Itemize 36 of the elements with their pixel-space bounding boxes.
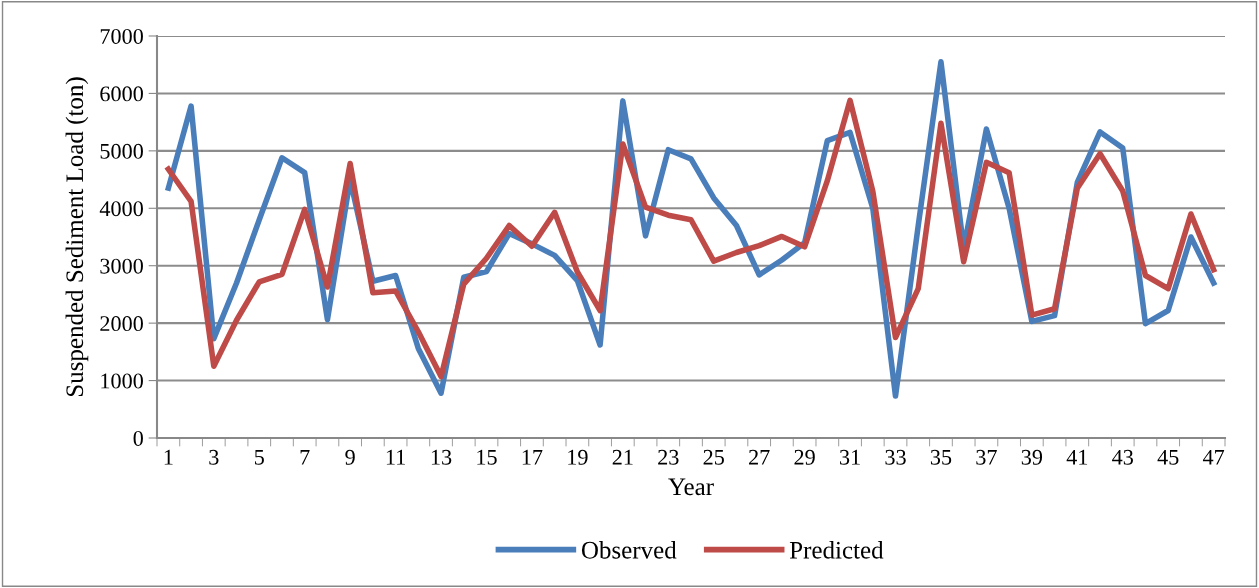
x-tick-label: 27 (749, 449, 770, 465)
x-tick-label: 11 (386, 449, 405, 465)
x-tick-label: 15 (477, 449, 497, 465)
x-tick-label: 47 (1202, 449, 1225, 465)
x-tick-label: 45 (1157, 449, 1179, 465)
x-tick-label: 39 (1021, 449, 1043, 465)
y-tick-label: 4000 (99, 201, 143, 217)
x-tick-label: 23 (658, 449, 679, 465)
x-tick-label: 37 (976, 449, 997, 465)
y-tick-label: 6000 (100, 86, 143, 102)
y-tick-label: 5000 (100, 143, 143, 159)
x-tick-label: 5 (254, 449, 264, 465)
x-tick-label: 19 (568, 449, 588, 465)
x-tick-label: 33 (885, 449, 906, 465)
x-tick-label: 31 (840, 449, 860, 465)
legend-label: Predicted (789, 541, 884, 559)
y-tick-label: 0 (133, 430, 143, 446)
x-tick-label: 35 (930, 449, 952, 465)
x-tick-label: 9 (345, 449, 355, 465)
x-tick-label: 25 (703, 449, 724, 465)
x-tick-label: 21 (612, 449, 633, 465)
y-axis-title: Suspended Sediment Load (ton) (65, 77, 89, 397)
legend-label: Observed (581, 541, 677, 559)
y-tick-label: 3000 (100, 258, 143, 274)
x-tick-label: 3 (209, 449, 219, 465)
y-tick-label: 2000 (100, 316, 143, 332)
x-tick-label: 43 (1112, 449, 1133, 465)
x-tick-label: 13 (431, 449, 452, 465)
x-tick-label: 41 (1066, 449, 1088, 465)
x-tick-label: 29 (794, 449, 815, 465)
y-tick-label: 7000 (100, 28, 143, 44)
y-tick-label: 1000 (101, 373, 143, 389)
x-tick-label: 7 (300, 449, 310, 465)
x-axis-title: Year (668, 478, 714, 496)
x-tick-label: 1 (164, 449, 173, 465)
x-tick-label: 17 (522, 449, 543, 465)
